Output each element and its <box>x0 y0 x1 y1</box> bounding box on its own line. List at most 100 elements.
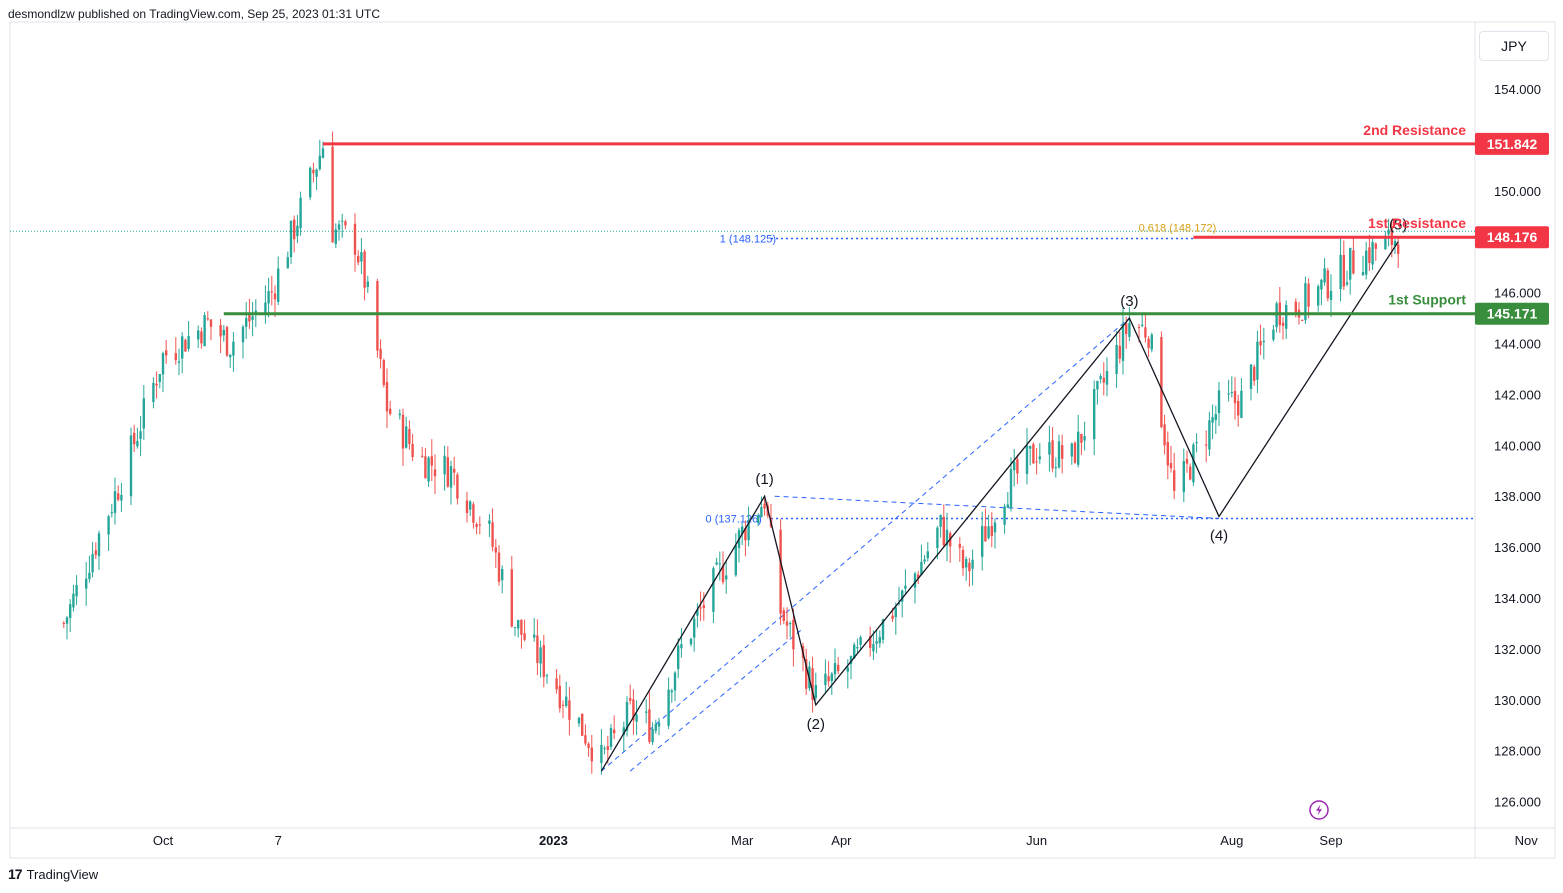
candle-body <box>385 381 389 412</box>
price-tag[interactable] <box>1475 226 1549 249</box>
tradingview-brand-text: TradingView <box>26 866 99 882</box>
candle-body <box>833 663 837 675</box>
candle-body <box>1393 241 1397 247</box>
candle-body <box>286 257 289 269</box>
candle-body <box>1214 414 1217 421</box>
candle-body <box>632 699 635 721</box>
candle-body <box>830 673 833 682</box>
candle-body <box>1048 442 1051 455</box>
candle-body <box>449 466 453 488</box>
candle-body <box>331 146 334 243</box>
x-tick-label: Nov <box>1515 833 1539 848</box>
candle-body <box>1102 377 1105 383</box>
candle-body <box>968 562 971 572</box>
candle-body <box>107 516 110 535</box>
candle-body <box>136 440 139 447</box>
candle-body <box>1230 392 1233 394</box>
candle-body <box>1342 255 1345 287</box>
candle-body <box>827 676 830 682</box>
elliott-wave-path <box>600 241 1399 772</box>
candle-body <box>155 383 158 386</box>
candle-body <box>904 585 907 589</box>
candle-body <box>693 618 696 638</box>
candle-body <box>1096 380 1099 390</box>
candle-body <box>1073 442 1077 463</box>
candle-body <box>366 281 369 288</box>
candle-body <box>846 667 849 672</box>
candle-body <box>251 316 254 320</box>
fib-channel-lower-line <box>629 628 804 772</box>
level-label: 1st Resistance <box>1368 215 1466 231</box>
candle-body <box>990 525 993 536</box>
candle-body <box>69 604 72 619</box>
candle-body <box>1182 461 1185 493</box>
candle-body <box>1301 320 1304 322</box>
candle-body <box>981 526 984 557</box>
level-label: 1st Support <box>1388 292 1466 308</box>
candle-body <box>318 155 321 170</box>
candle-body <box>785 621 789 626</box>
candle-body <box>1259 341 1262 346</box>
candle-body <box>293 219 296 240</box>
currency-selector[interactable]: JPY <box>1479 31 1549 61</box>
candle-body <box>811 668 814 700</box>
candle-body <box>677 645 680 670</box>
candle-body <box>779 529 782 614</box>
candle-body <box>72 593 75 608</box>
candle-body <box>1016 459 1019 474</box>
candle-body <box>1320 279 1323 290</box>
candle-body <box>248 314 251 322</box>
candle-body <box>1317 286 1320 306</box>
candle-body <box>625 701 629 732</box>
candle-body <box>1272 329 1275 340</box>
candle-body <box>1368 247 1371 263</box>
candle-body <box>241 326 245 343</box>
candle-body <box>558 685 561 709</box>
candle-body <box>472 504 475 523</box>
candle-body <box>622 727 625 736</box>
candle-body <box>1105 370 1109 385</box>
y-tick-label: 126.000 <box>1494 795 1541 810</box>
price-tag[interactable] <box>1475 132 1549 155</box>
price-tag[interactable] <box>1475 302 1549 325</box>
lightning-icon[interactable] <box>1309 800 1329 820</box>
candle-body <box>792 619 795 650</box>
candle-body <box>1349 247 1352 280</box>
candle-body <box>376 281 379 351</box>
candle-body <box>824 673 827 685</box>
candle-body <box>405 426 408 448</box>
y-tick-label: 154.000 <box>1494 82 1541 97</box>
candle-body <box>1326 270 1329 299</box>
y-tick-label: 136.000 <box>1494 540 1541 555</box>
candle-body <box>273 293 277 300</box>
candle-body <box>1150 334 1153 350</box>
candle-body <box>965 558 968 568</box>
candle-body <box>225 327 229 356</box>
candle-body <box>433 469 437 477</box>
candle-body <box>568 700 571 720</box>
candle-body <box>510 569 513 627</box>
price-tag-label: 151.842 <box>1487 136 1538 152</box>
y-tick-label: 130.000 <box>1494 693 1541 708</box>
candle-body <box>321 148 325 158</box>
candle-body <box>1304 283 1307 321</box>
candle-body <box>814 685 817 699</box>
candle-body <box>165 350 168 356</box>
candle-body <box>1189 466 1192 480</box>
candle-body <box>1371 242 1374 265</box>
candle-body <box>398 413 401 416</box>
candle-body <box>494 547 497 553</box>
candle-body <box>1195 442 1198 444</box>
candle-body <box>1233 391 1237 404</box>
wave-label: (3) <box>1120 293 1138 310</box>
candle-body <box>1144 327 1147 338</box>
candle-body <box>1205 444 1208 446</box>
tradingview-logo[interactable]: 17 TradingView <box>8 866 98 882</box>
candle-body <box>1339 254 1342 289</box>
candle-body <box>613 729 616 734</box>
candle-body <box>91 553 94 573</box>
candle-body <box>763 503 766 509</box>
candle-body <box>721 565 725 583</box>
candle-body <box>133 432 136 445</box>
